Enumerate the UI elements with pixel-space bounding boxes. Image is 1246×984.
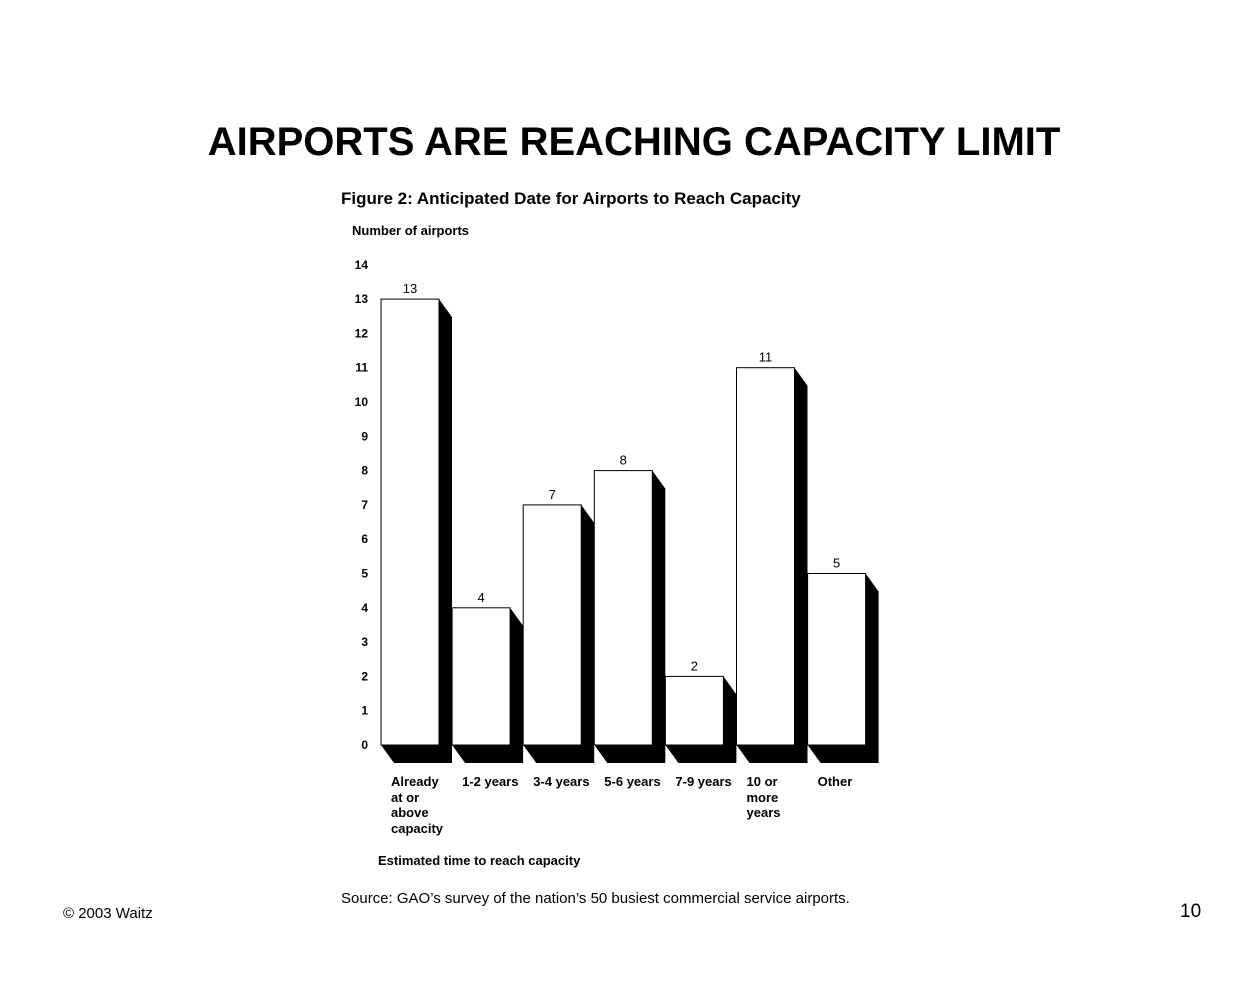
y-tick-label: 7 [361, 498, 368, 512]
y-tick-label: 3 [361, 635, 368, 649]
y-tick-label: 12 [355, 326, 369, 340]
bar-shadow [665, 676, 737, 763]
data-label: 13 [403, 281, 417, 296]
y-tick-label: 10 [355, 395, 369, 409]
data-label: 11 [759, 350, 773, 365]
bar [736, 367, 795, 746]
y-tick-label: 1 [361, 704, 368, 718]
y-tick-label: 5 [361, 567, 368, 581]
source-note: Source: GAO’s survey of the nation’s 50 … [341, 890, 850, 907]
bar [451, 607, 511, 746]
y-tick-label: 0 [361, 738, 368, 752]
x-tick-label: Already at or above capacity [391, 774, 444, 836]
bar [664, 675, 724, 746]
data-label: 7 [549, 487, 556, 502]
data-label: 5 [833, 556, 840, 571]
bar [522, 504, 582, 746]
x-tick-label: Other [817, 774, 853, 789]
bar-shadow [736, 367, 808, 763]
bar [380, 298, 440, 746]
y-tick-label: 2 [361, 669, 368, 683]
bar-shadow [594, 470, 666, 763]
bar-shadow [381, 299, 452, 763]
y-tick-label: 11 [355, 361, 368, 375]
copyright: © 2003 Waitz [63, 905, 153, 922]
x-tick-label: 5-6 years [604, 774, 661, 789]
bar-shadow [523, 504, 595, 763]
x-axis-label: Estimated time to reach capacity [378, 853, 581, 868]
data-label: 2 [691, 658, 698, 673]
y-tick-label: 14 [355, 258, 369, 272]
x-tick-label: 10 or more years [746, 774, 781, 820]
page-number: 10 [1180, 901, 1202, 922]
data-label: 4 [477, 590, 484, 605]
chart-title: Figure 2: Anticipated Date for Airports … [341, 189, 801, 208]
slide-title: AIRPORTS ARE REACHING CAPACITY LIMIT [207, 120, 1061, 164]
y-tick-label: 6 [361, 532, 368, 546]
y-tick-label: 9 [361, 429, 368, 443]
bar-shadow [452, 607, 524, 763]
x-tick-label: 7-9 years [675, 774, 732, 789]
x-tick-label: 3-4 years [533, 774, 590, 789]
y-tick-label: 13 [355, 292, 369, 306]
y-tick-label: 4 [361, 601, 368, 615]
bar-shadow [807, 573, 879, 763]
bar [593, 470, 653, 746]
x-tick-label: 1-2 years [462, 774, 519, 789]
y-axis-label: Number of airports [352, 223, 470, 238]
y-tick-label: 8 [361, 464, 368, 478]
data-label: 8 [620, 453, 627, 468]
bar [807, 573, 867, 746]
